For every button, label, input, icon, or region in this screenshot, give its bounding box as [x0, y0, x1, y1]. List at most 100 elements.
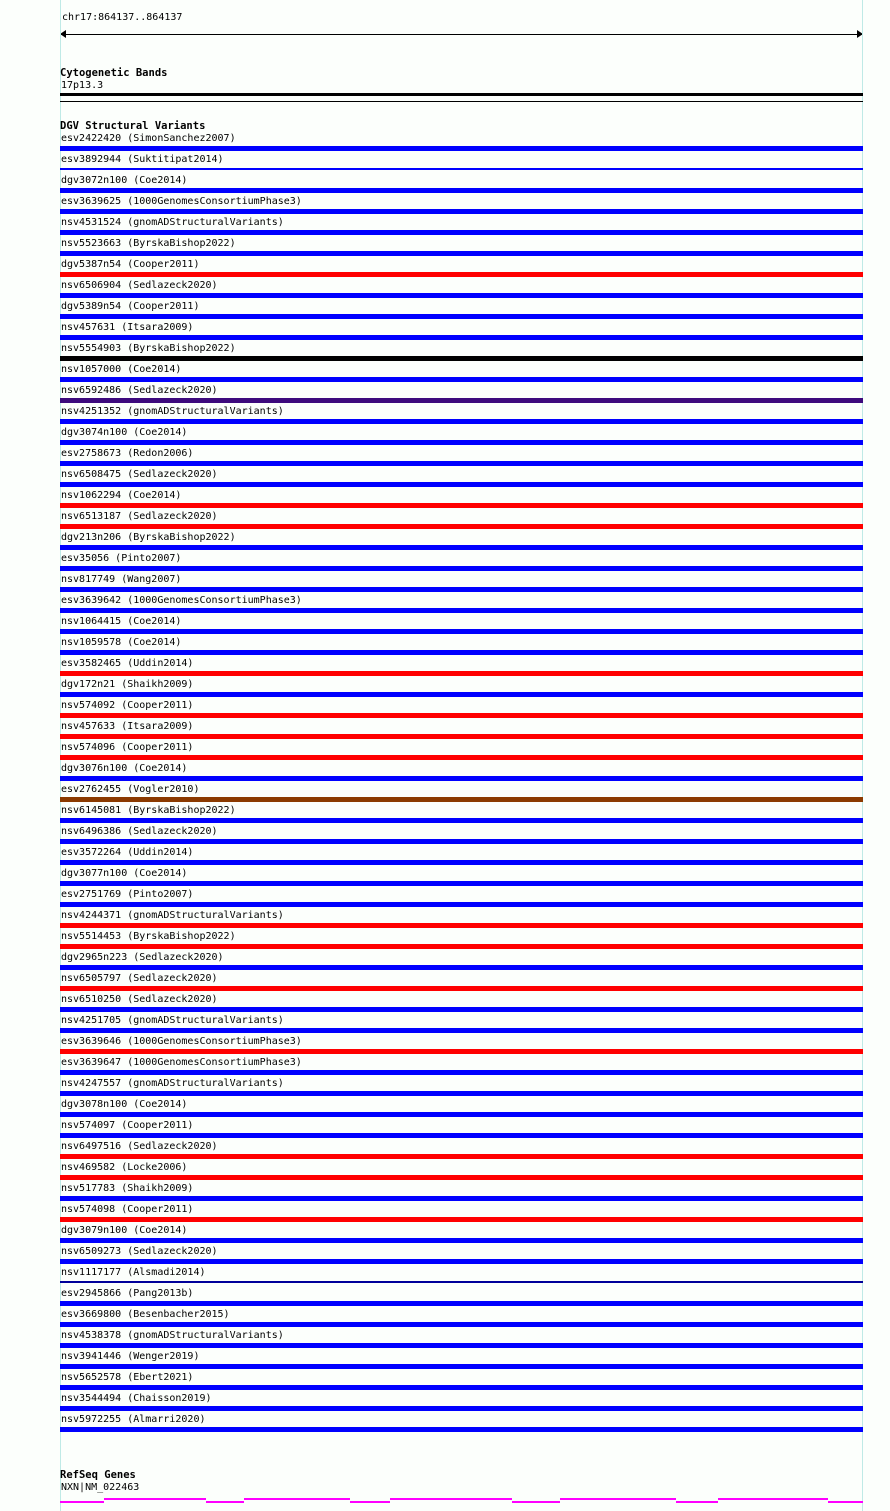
sv-track-row[interactable]: nsv574092 (Cooper2011)	[60, 700, 863, 721]
sv-track-bar[interactable]	[60, 713, 863, 718]
sv-track-bar[interactable]	[60, 797, 863, 802]
sv-track-row[interactable]: nsv4538378 (gnomADStructuralVariants)	[60, 1330, 863, 1351]
sv-track-row[interactable]: nsv517783 (Shaikh2009)	[60, 1183, 863, 1204]
sv-track-bar[interactable]	[60, 1133, 863, 1138]
sv-track-bar[interactable]	[60, 671, 863, 676]
sv-track-bar[interactable]	[60, 755, 863, 760]
sv-track-row[interactable]: dgv172n21 (Shaikh2009)	[60, 679, 863, 700]
gene-exon-segment[interactable]	[560, 1498, 676, 1500]
sv-track-bar[interactable]	[60, 1385, 863, 1390]
sv-track-row[interactable]: nsv1064415 (Coe2014)	[60, 616, 863, 637]
sv-track-row[interactable]: dgv3076n100 (Coe2014)	[60, 763, 863, 784]
sv-track-row[interactable]: nsv1057000 (Coe2014)	[60, 364, 863, 385]
gene-exon-segment[interactable]	[244, 1498, 350, 1500]
sv-track-row[interactable]: dgv3078n100 (Coe2014)	[60, 1099, 863, 1120]
sv-track-row[interactable]: nsv6506904 (Sedlazeck2020)	[60, 280, 863, 301]
sv-track-row[interactable]: nsv6510250 (Sedlazeck2020)	[60, 994, 863, 1015]
sv-track-bar[interactable]	[60, 440, 863, 445]
sv-track-row[interactable]: esv3639642 (1000GenomesConsortiumPhase3)	[60, 595, 863, 616]
sv-track-row[interactable]: nsv817749 (Wang2007)	[60, 574, 863, 595]
ruler-track[interactable]	[60, 30, 863, 40]
sv-track-bar[interactable]	[60, 146, 863, 151]
sv-track-row[interactable]: nsv5554903 (ByrskaBishop2022)	[60, 343, 863, 364]
sv-track-bar[interactable]	[60, 944, 863, 949]
sv-track-bar[interactable]	[60, 356, 863, 361]
sv-track-bar[interactable]	[60, 230, 863, 235]
sv-track-row[interactable]: esv3639647 (1000GenomesConsortiumPhase3)	[60, 1057, 863, 1078]
sv-track-row[interactable]: nsv6497516 (Sedlazeck2020)	[60, 1141, 863, 1162]
sv-track-row[interactable]: nsv6496386 (Sedlazeck2020)	[60, 826, 863, 847]
sv-track-row[interactable]: nsv6508475 (Sedlazeck2020)	[60, 469, 863, 490]
sv-track-bar[interactable]	[60, 839, 863, 844]
sv-track-bar[interactable]	[60, 251, 863, 256]
gene-exon-segment[interactable]	[206, 1501, 244, 1503]
sv-track-row[interactable]: esv3669800 (Besenbacher2015)	[60, 1309, 863, 1330]
sv-track-bar[interactable]	[60, 1070, 863, 1075]
sv-track-bar[interactable]	[60, 860, 863, 865]
sv-track-bar[interactable]	[60, 734, 863, 739]
sv-track-row[interactable]: nsv6505797 (Sedlazeck2020)	[60, 973, 863, 994]
sv-track-row[interactable]: nsv6513187 (Sedlazeck2020)	[60, 511, 863, 532]
sv-track-row[interactable]: dgv3074n100 (Coe2014)	[60, 427, 863, 448]
sv-track-bar[interactable]	[60, 566, 863, 571]
sv-track-row[interactable]: nsv574098 (Cooper2011)	[60, 1204, 863, 1225]
sv-track-bar[interactable]	[60, 776, 863, 781]
sv-track-row[interactable]: nsv1062294 (Coe2014)	[60, 490, 863, 511]
sv-track-row[interactable]: nsv6509273 (Sedlazeck2020)	[60, 1246, 863, 1267]
sv-track-bar[interactable]	[60, 881, 863, 886]
sv-track-bar[interactable]	[60, 272, 863, 277]
gene-exon-segment[interactable]	[390, 1498, 512, 1500]
sv-track-bar[interactable]	[60, 209, 863, 214]
sv-track-row[interactable]: dgv3079n100 (Coe2014)	[60, 1225, 863, 1246]
sv-track-row[interactable]: dgv213n206 (ByrskaBishop2022)	[60, 532, 863, 553]
sv-track-row[interactable]: nsv574096 (Cooper2011)	[60, 742, 863, 763]
sv-track-row[interactable]: nsv3544494 (Chaisson2019)	[60, 1393, 863, 1414]
sv-track-bar[interactable]	[60, 1343, 863, 1348]
gene-exon-segment[interactable]	[350, 1501, 390, 1503]
sv-track-bar[interactable]	[60, 461, 863, 466]
sv-track-row[interactable]: esv2422420 (SimonSanchez2007)	[60, 133, 863, 154]
sv-track-bar[interactable]	[60, 692, 863, 697]
sv-track-bar[interactable]	[60, 1364, 863, 1369]
sv-track-row[interactable]: nsv5523663 (ByrskaBishop2022)	[60, 238, 863, 259]
sv-track-row[interactable]: nsv4251352 (gnomADStructuralVariants)	[60, 406, 863, 427]
sv-track-bar[interactable]	[60, 1154, 863, 1159]
sv-track-bar[interactable]	[60, 419, 863, 424]
sv-track-bar[interactable]	[60, 1091, 863, 1096]
sv-track-bar[interactable]	[60, 1427, 863, 1432]
sv-track-bar[interactable]	[60, 1238, 863, 1243]
sv-track-row[interactable]: dgv5389n54 (Cooper2011)	[60, 301, 863, 322]
sv-track-bar[interactable]	[60, 965, 863, 970]
sv-track-bar[interactable]	[60, 1196, 863, 1201]
sv-track-bar[interactable]	[60, 1028, 863, 1033]
sv-track-bar[interactable]	[60, 545, 863, 550]
sv-track-row[interactable]: nsv457631 (Itsara2009)	[60, 322, 863, 343]
sv-track-row[interactable]: esv3892944 (Suktitipat2014)	[60, 154, 863, 175]
sv-track-bar[interactable]	[60, 629, 863, 634]
gene-model-track[interactable]	[60, 1493, 863, 1505]
sv-track-bar[interactable]	[60, 1322, 863, 1327]
sv-track-row[interactable]: nsv4247557 (gnomADStructuralVariants)	[60, 1078, 863, 1099]
sv-track-row[interactable]: esv3639625 (1000GenomesConsortiumPhase3)	[60, 196, 863, 217]
sv-track-row[interactable]: nsv1059578 (Coe2014)	[60, 637, 863, 658]
sv-track-bar[interactable]	[60, 923, 863, 928]
cytoband-bar[interactable]	[60, 93, 863, 95]
sv-track-bar[interactable]	[60, 1175, 863, 1180]
sv-track-bar[interactable]	[60, 818, 863, 823]
sv-track-row[interactable]: esv2751769 (Pinto2007)	[60, 889, 863, 910]
sv-track-row[interactable]: esv35056 (Pinto2007)	[60, 553, 863, 574]
sv-track-row[interactable]: nsv4251705 (gnomADStructuralVariants)	[60, 1015, 863, 1036]
sv-track-row[interactable]: nsv6145081 (ByrskaBishop2022)	[60, 805, 863, 826]
sv-track-row[interactable]: nsv469582 (Locke2006)	[60, 1162, 863, 1183]
sv-track-row[interactable]: nsv3941446 (Wenger2019)	[60, 1351, 863, 1372]
sv-track-bar[interactable]	[60, 1406, 863, 1411]
sv-track-row[interactable]: nsv6592486 (Sedlazeck2020)	[60, 385, 863, 406]
sv-track-row[interactable]: esv3639646 (1000GenomesConsortiumPhase3)	[60, 1036, 863, 1057]
sv-track-row[interactable]: nsv457633 (Itsara2009)	[60, 721, 863, 742]
sv-track-row[interactable]: esv2945866 (Pang2013b)	[60, 1288, 863, 1309]
sv-track-bar[interactable]	[60, 1049, 863, 1054]
sv-track-row[interactable]: nsv5972255 (Almarri2020)	[60, 1414, 863, 1435]
sv-track-row[interactable]: esv2762455 (Vogler2010)	[60, 784, 863, 805]
sv-track-bar[interactable]	[60, 608, 863, 613]
sv-track-bar[interactable]	[60, 168, 863, 170]
